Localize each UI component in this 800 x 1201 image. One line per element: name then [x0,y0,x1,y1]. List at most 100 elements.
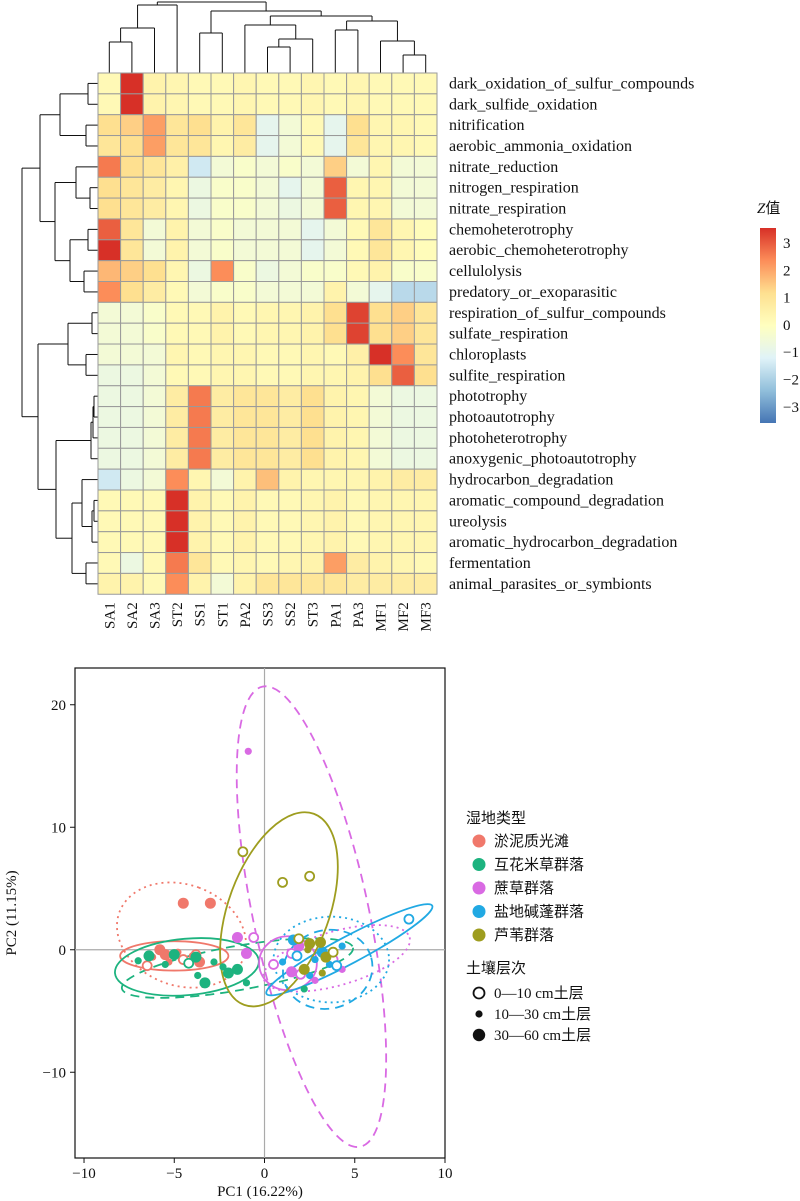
row-label: sulfate_respiration [449,326,568,343]
heatmap-cell [142,552,167,574]
heatmap-cell [300,385,325,408]
heatmap-cell [165,426,189,449]
colorbar-tick-label: 2 [783,263,791,279]
heatmap-cell [120,114,144,137]
row-label: fermentation [449,555,531,572]
heatmap-cell [346,114,370,137]
heatmap-cell [346,93,370,116]
heatmap-cell [97,447,122,470]
legend-swatch [472,986,486,1000]
heatmap-cell [300,239,325,262]
confidence-ellipse [282,928,374,1010]
heatmap-cell [187,239,212,262]
heatmap-cell [142,426,167,449]
colorbar-tick-label: −1 [783,345,799,361]
heatmap-cell [165,176,189,199]
heatmap-cell [413,385,438,408]
heatmap-cell [165,155,189,178]
heatmap-cell [255,510,280,533]
heatmap-cell [165,489,189,512]
row-label: chemoheterotrophy [449,221,573,238]
data-point [231,963,243,975]
heatmap-cell [255,385,280,408]
heatmap-cell [187,426,212,449]
heatmap-cell [233,239,257,262]
legend-label: 盐地碱蓬群落 [494,904,584,921]
data-point [237,846,249,858]
heatmap-cell [120,301,144,324]
heatmap-cell [187,176,212,199]
heatmap-cell [233,531,257,554]
heatmap-cell [323,72,348,95]
heatmap-cell [368,72,393,95]
data-point [134,957,142,965]
heatmap-cell [233,447,257,470]
heatmap-cell [346,489,370,512]
heatmap-cell [300,114,325,137]
heatmap-cell [255,468,280,491]
heatmap-cell [97,218,122,241]
heatmap-cell [323,468,348,491]
data-point [219,963,227,971]
heatmap-cell [368,135,393,157]
heatmap-cell [142,176,167,199]
heatmap-cell [300,343,325,366]
heatmap-cell [368,343,393,366]
heatmap-cell [255,281,280,303]
legend-swatch [472,858,486,871]
heatmap-cell [97,281,122,303]
heatmap-cell [120,468,144,491]
heatmap-cell [97,572,122,595]
heatmap-cell [210,572,235,595]
data-point [300,985,308,993]
heatmap-cell [165,385,189,408]
heatmap-cell [210,155,235,178]
row-label: aromatic_compound_degradation [449,492,664,509]
heatmap-cell [142,72,167,95]
heatmap-cell [233,176,257,199]
heatmap-cell [187,322,212,345]
data-point [304,946,312,954]
confidence-ellipse [262,924,411,993]
data-point [278,958,287,966]
row-label: animal_parasites_or_symbionts [449,576,652,593]
data-point [190,951,202,963]
heatmap-cell [187,364,212,387]
heatmap-cell [323,510,348,533]
heatmap-cell [278,135,302,157]
heatmap-cell [278,218,302,241]
heatmap-cells [97,72,438,595]
heatmap-cell [187,114,212,137]
row-dendrogram [21,82,98,585]
confidence-ellipse [219,811,339,1008]
heatmap-cell [255,322,280,345]
heatmap-cell [278,260,302,282]
heatmap-cell [368,510,393,533]
heatmap-cell [413,364,438,387]
heatmap-cell [210,468,235,491]
heatmap-cell [278,322,302,345]
data-point [177,897,189,909]
heatmap-cell [346,552,370,574]
heatmap-cell [255,552,280,574]
heatmap-cell [391,322,415,345]
heatmap-cell [210,218,235,241]
heatmap-cell [120,343,144,366]
heatmap-cell [368,364,393,387]
heatmap-cell [255,218,280,241]
heatmap-cell [413,218,438,241]
legend-label: 淤泥质光滩 [494,833,569,850]
heatmap-cell [368,155,393,178]
heatmap-cell [391,218,415,241]
column-label: ST3 [306,602,322,627]
legend-swatch [472,881,486,895]
data-points [134,747,415,993]
heatmap-cell [187,301,212,324]
heatmap-cell [120,93,144,116]
heatmap-cell [278,447,302,470]
heatmap-cell [210,260,235,282]
data-point [141,960,153,972]
heatmap-cell [187,155,212,178]
heatmap-cell [300,72,325,95]
